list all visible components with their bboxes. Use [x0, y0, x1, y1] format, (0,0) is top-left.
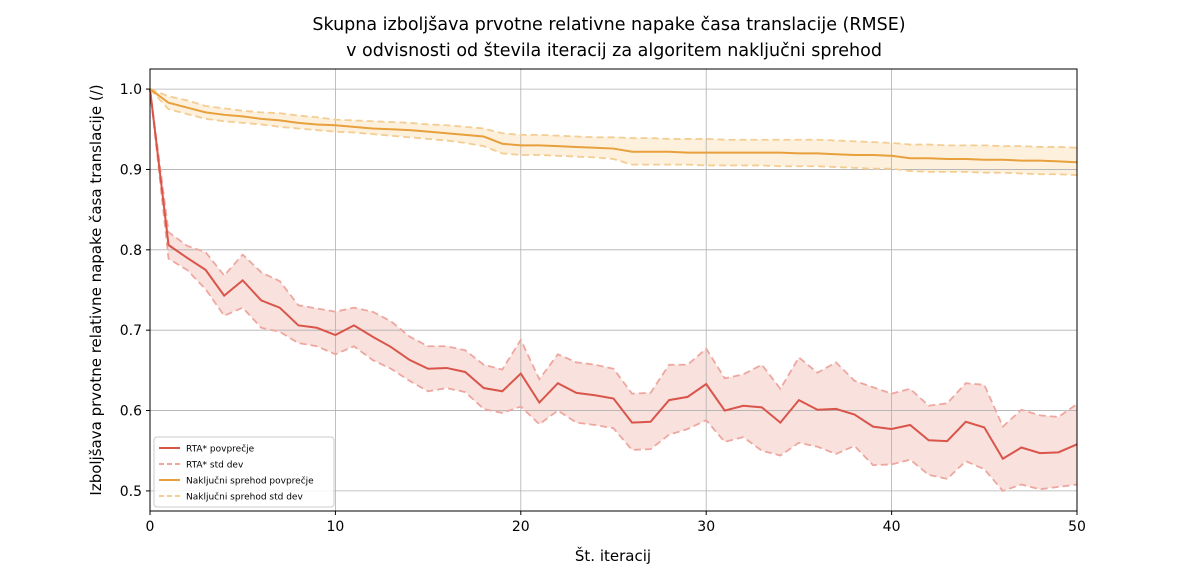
series-lines — [149, 88, 1078, 492]
chart-title-line-1: Skupna izboljšava prvotne relativne napa… — [312, 15, 905, 35]
y-axis-label: Izboljšava prvotne relativne napake časa… — [87, 84, 105, 495]
y-tick-label: 0.6 — [120, 404, 142, 420]
chart-title-line-2: v odvisnosti od števila iteracij za algo… — [346, 41, 882, 61]
legend-label: Naključni sprehod std dev — [186, 492, 303, 503]
legend-box — [153, 436, 335, 508]
rta-mean-line — [149, 88, 1078, 461]
y-tick-label: 1.0 — [120, 82, 142, 98]
x-tick-label: 40 — [883, 519, 901, 535]
x-tick-label: 50 — [1068, 519, 1086, 535]
legend-label: RTA* povprečje — [186, 444, 255, 455]
y-tick-label: 0.9 — [120, 162, 142, 178]
rw-std-band — [150, 89, 1077, 176]
y-axis-ticks: 0.5 0.6 0.7 0.8 0.9 1.0 — [120, 82, 150, 500]
plot-area-frame — [149, 68, 1078, 512]
x-tick-label: 30 — [697, 519, 715, 535]
y-tick-label: 0.5 — [120, 484, 142, 500]
rta-std-band — [150, 89, 1077, 491]
x-axis-label: Št. iteracij — [575, 546, 651, 565]
std-dev-bands — [150, 89, 1077, 491]
legend: RTA* povprečje RTA* std dev Naključni spre… — [153, 436, 335, 508]
chart-title: Skupna izboljšava prvotne relativne napa… — [312, 15, 905, 61]
y-tick-label: 0.8 — [120, 243, 142, 259]
rta-std-lower-line — [149, 88, 1078, 492]
y-tick-label: 0.7 — [120, 323, 142, 339]
grid-lines — [149, 69, 1078, 511]
legend-label: RTA* std dev — [186, 461, 244, 471]
x-tick-label: 0 — [146, 519, 155, 535]
rta-std-upper-line — [149, 88, 1078, 429]
x-axis-ticks: 0 10 20 30 40 50 — [146, 511, 1086, 535]
rw-std-upper-line — [149, 88, 1078, 149]
x-tick-label: 20 — [512, 519, 530, 535]
legend-label: Naključni sprehod povprečje — [186, 476, 314, 487]
x-tick-label: 10 — [326, 519, 344, 535]
rw-mean-line — [149, 88, 1078, 164]
rw-std-lower-line — [149, 88, 1078, 176]
